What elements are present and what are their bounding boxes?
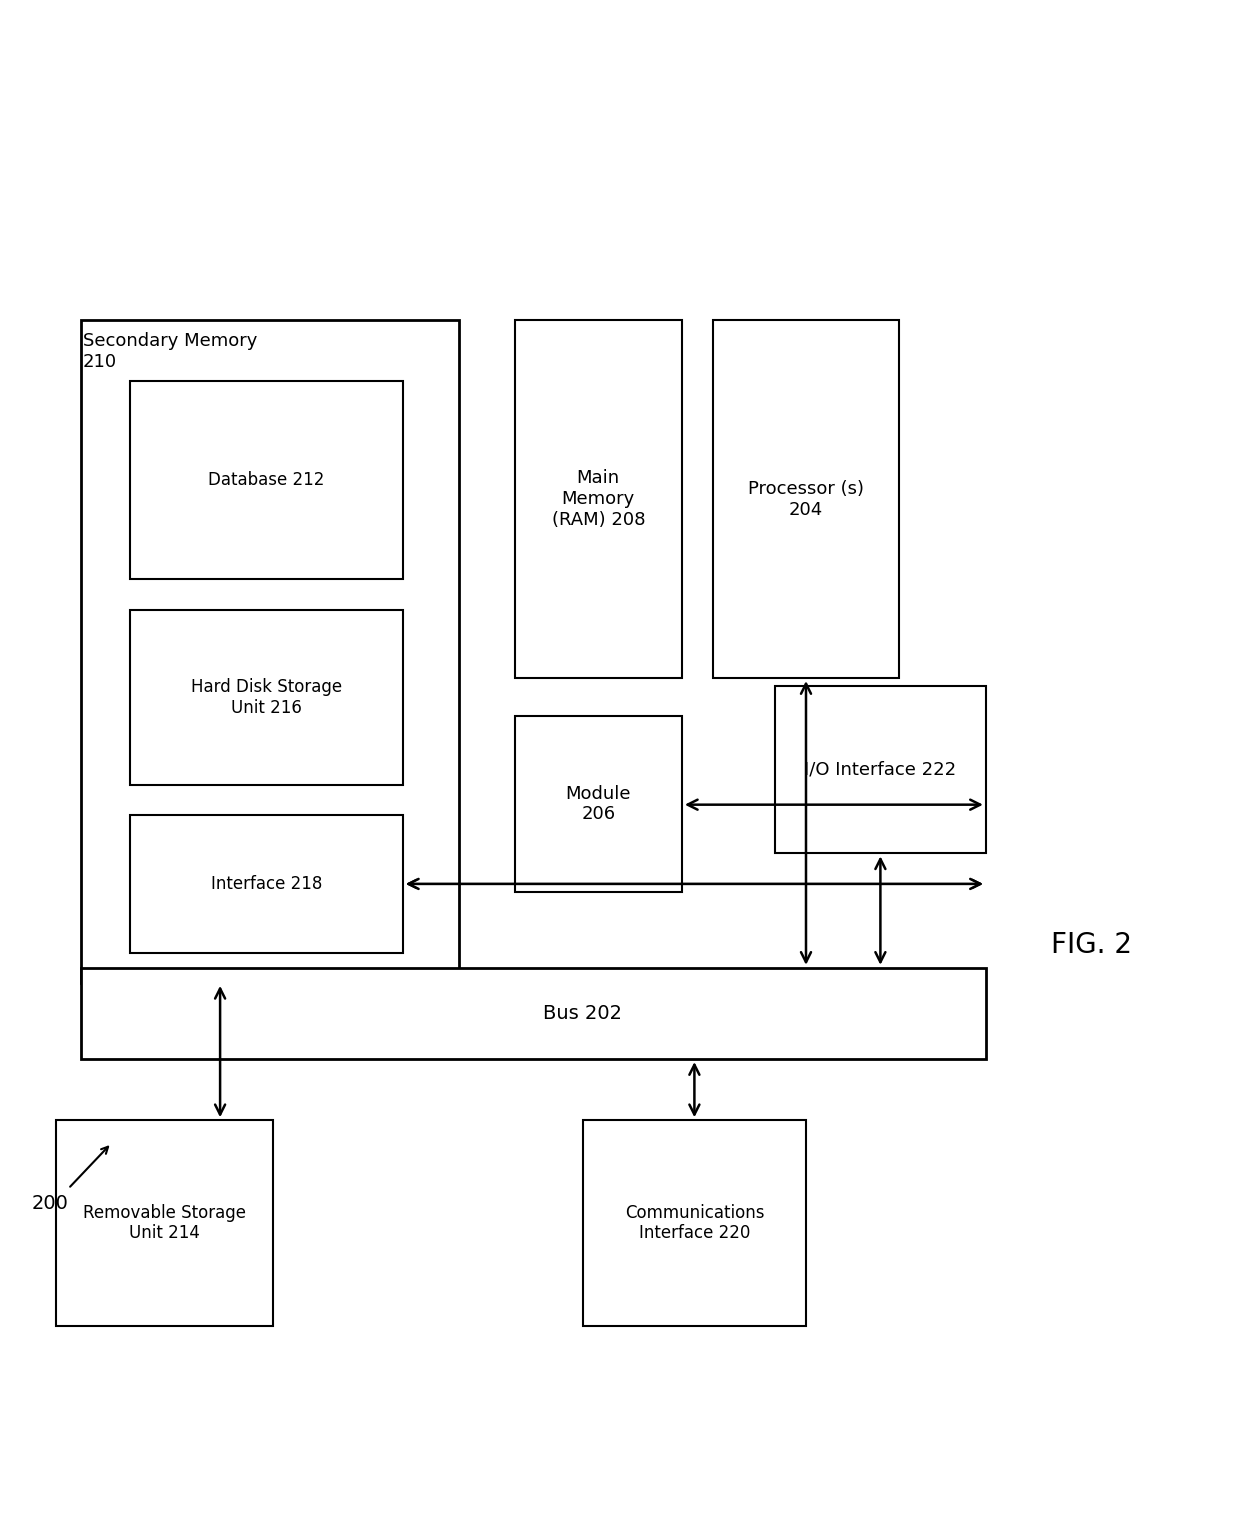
Text: Secondary Memory
210: Secondary Memory 210 — [83, 332, 258, 370]
FancyBboxPatch shape — [130, 815, 403, 952]
FancyBboxPatch shape — [81, 968, 986, 1059]
Text: Database 212: Database 212 — [208, 471, 325, 489]
FancyBboxPatch shape — [713, 320, 899, 678]
FancyBboxPatch shape — [583, 1120, 806, 1326]
Text: I/O Interface 222: I/O Interface 222 — [805, 760, 956, 779]
Text: Interface 218: Interface 218 — [211, 875, 322, 893]
Text: FIG. 2: FIG. 2 — [1050, 931, 1132, 959]
Text: Main
Memory
(RAM) 208: Main Memory (RAM) 208 — [552, 469, 645, 529]
Text: Hard Disk Storage
Unit 216: Hard Disk Storage Unit 216 — [191, 678, 342, 716]
FancyBboxPatch shape — [515, 716, 682, 892]
FancyBboxPatch shape — [130, 381, 403, 579]
FancyBboxPatch shape — [56, 1120, 273, 1326]
Text: Module
206: Module 206 — [565, 785, 631, 823]
Text: 200: 200 — [31, 1195, 68, 1213]
Text: Bus 202: Bus 202 — [543, 1004, 622, 1023]
Text: Removable Storage
Unit 214: Removable Storage Unit 214 — [83, 1204, 246, 1242]
FancyBboxPatch shape — [130, 610, 403, 785]
Text: Communications
Interface 220: Communications Interface 220 — [625, 1204, 764, 1242]
FancyBboxPatch shape — [775, 686, 986, 853]
FancyBboxPatch shape — [515, 320, 682, 678]
Text: Processor (s)
204: Processor (s) 204 — [748, 480, 864, 518]
FancyBboxPatch shape — [81, 320, 459, 983]
